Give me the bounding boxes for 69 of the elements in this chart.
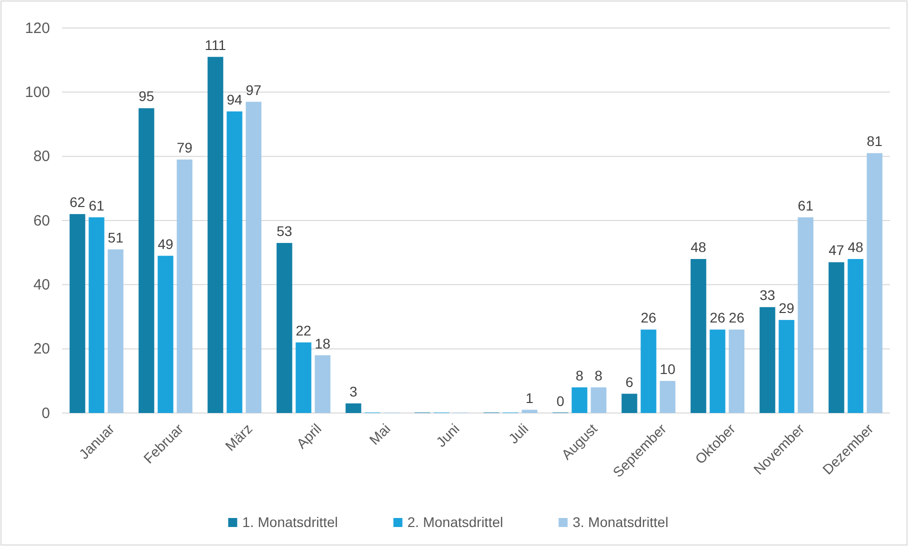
data-label: 62 — [70, 194, 86, 210]
data-label: 48 — [690, 239, 706, 255]
y-tick-label: 60 — [33, 212, 50, 230]
bar — [296, 342, 312, 413]
data-label: 47 — [828, 242, 844, 258]
bar — [848, 259, 864, 413]
bar — [88, 217, 104, 413]
bar — [276, 242, 292, 413]
data-label: 22 — [296, 322, 312, 338]
bar — [728, 330, 744, 413]
bar — [590, 387, 606, 413]
bar — [246, 102, 262, 413]
bar — [828, 262, 844, 413]
data-label: 79 — [176, 140, 193, 156]
bar — [346, 403, 362, 413]
data-label: 97 — [246, 82, 262, 98]
bar — [572, 387, 588, 413]
data-label: 48 — [848, 239, 864, 255]
bar — [660, 380, 676, 413]
legend-label: 2. Monatsdrittel — [407, 514, 504, 530]
y-tick-label: 0 — [42, 404, 50, 422]
data-label: 29 — [778, 300, 794, 316]
y-tick-label: 120 — [24, 20, 50, 37]
data-label: 26 — [728, 310, 745, 326]
bar — [70, 214, 86, 413]
bar — [138, 108, 154, 413]
bar — [158, 256, 174, 413]
data-label: 10 — [660, 360, 676, 377]
data-label: 53 — [276, 222, 292, 239]
bar — [798, 217, 814, 413]
data-label: 111 — [204, 36, 226, 53]
data-label: 61 — [88, 197, 104, 214]
data-label: 18 — [314, 335, 331, 352]
x-tick-label: Juli — [505, 420, 532, 447]
bar — [522, 410, 538, 413]
data-label: 6 — [626, 374, 634, 390]
data-label: 26 — [710, 310, 726, 326]
y-tick-label: 40 — [33, 276, 50, 294]
bar — [866, 153, 882, 413]
data-label: 33 — [760, 287, 776, 304]
data-label: 8 — [594, 367, 603, 384]
bar — [314, 355, 330, 413]
data-label: 3 — [350, 383, 358, 400]
data-label: 61 — [798, 197, 814, 214]
bar — [640, 330, 656, 413]
data-label: 94 — [226, 91, 242, 108]
bar — [176, 160, 192, 413]
legend-label: 3. Monatsdrittel — [572, 514, 668, 530]
data-label: 95 — [138, 88, 154, 104]
bar — [622, 394, 638, 413]
bar — [690, 259, 706, 413]
data-label: 0 — [556, 393, 565, 409]
y-tick-label: 20 — [33, 340, 50, 358]
y-tick-label: 100 — [24, 84, 50, 101]
data-label: 1 — [526, 390, 534, 406]
legend-label: 1. Monatsdrittel — [242, 514, 338, 530]
data-label: 49 — [158, 236, 174, 252]
data-label: 51 — [108, 229, 124, 246]
data-label: 26 — [640, 310, 656, 326]
bar — [208, 56, 224, 413]
y-tick-label: 80 — [33, 148, 50, 166]
bar — [226, 111, 242, 413]
bar — [760, 307, 776, 413]
bar — [108, 249, 124, 413]
x-tick-label: Mai — [366, 420, 394, 448]
bar — [710, 330, 726, 413]
data-label: 8 — [576, 367, 584, 384]
data-label: 81 — [866, 133, 883, 150]
bar — [778, 320, 794, 413]
